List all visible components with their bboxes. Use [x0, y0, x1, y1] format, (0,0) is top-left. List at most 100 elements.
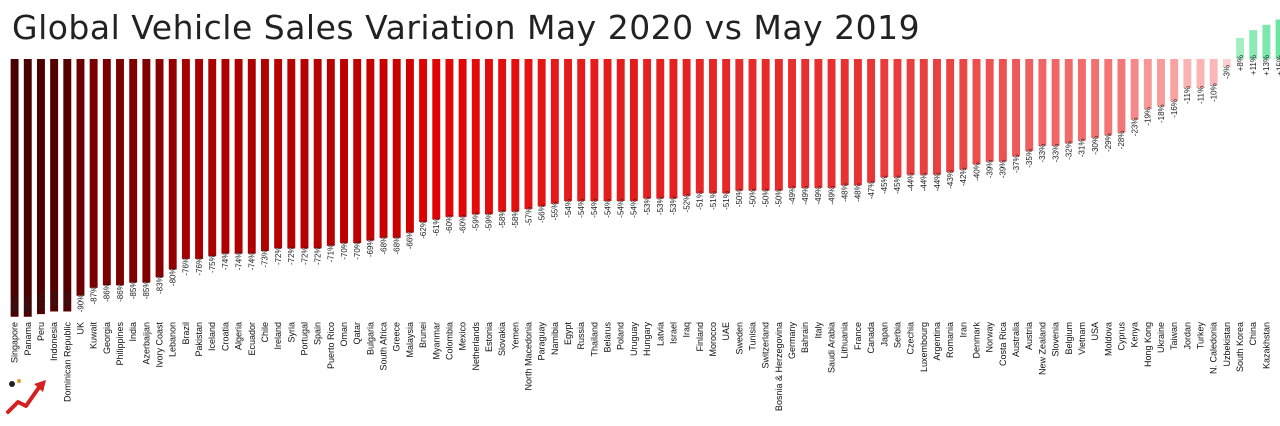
category-label: Ecuador — [247, 322, 257, 356]
bar — [485, 59, 493, 215]
bar — [682, 59, 691, 196]
bar — [10, 59, 19, 317]
category-label: Colombia — [444, 322, 454, 360]
value-label: -98% — [24, 296, 33, 315]
bar — [1157, 59, 1165, 107]
category-label: Australia — [1011, 322, 1021, 357]
category-label: Paraguay — [537, 322, 547, 361]
category-label: Romania — [945, 322, 955, 358]
value-label: -40% — [972, 162, 981, 181]
bar — [669, 59, 678, 199]
value-label: -53% — [669, 196, 678, 215]
value-label: -96% — [50, 291, 59, 310]
bar — [366, 59, 375, 241]
category-label: UK — [75, 322, 85, 335]
value-label: +8% — [1236, 55, 1245, 71]
brand-logo-icon — [5, 373, 51, 417]
category-label: France — [853, 322, 863, 350]
value-label: -85% — [142, 281, 151, 300]
category-label: N. Caledonia — [1209, 322, 1219, 374]
value-label: -33% — [1038, 144, 1047, 163]
value-label: -58% — [511, 210, 520, 229]
value-label: +15% — [1275, 55, 1280, 76]
bar — [405, 59, 414, 233]
category-label: Slovenia — [1051, 322, 1061, 357]
bar — [300, 59, 309, 249]
bar — [498, 59, 507, 212]
category-label: Azerbaijan — [141, 322, 151, 365]
bar — [76, 59, 85, 296]
value-label: -47% — [867, 181, 876, 200]
category-label: Jordan — [1182, 322, 1192, 350]
bar — [893, 59, 902, 178]
category-labels-layer: Singapore Panama Peru Indonesia Dominican Re… — [10, 322, 1272, 412]
value-label: -3% — [1223, 65, 1232, 79]
value-label: -61% — [432, 217, 441, 236]
value-label: -85% — [129, 281, 138, 300]
category-label: Yemen — [510, 322, 520, 350]
category-label: Qatar — [352, 322, 362, 345]
bar — [748, 59, 757, 191]
bar — [379, 59, 388, 238]
value-label: -68% — [393, 236, 402, 255]
value-label: -66% — [406, 231, 415, 250]
category-label: Mexico — [458, 322, 468, 351]
bar — [102, 59, 111, 286]
category-label: Namibia — [550, 322, 560, 355]
bar — [116, 59, 124, 286]
value-label: -56% — [537, 204, 546, 223]
category-label: Oman — [339, 322, 349, 347]
bar — [919, 59, 928, 175]
value-label: -60% — [445, 215, 454, 234]
value-label: -39% — [999, 160, 1008, 179]
value-labels-layer: -98% -98% -97% -96% -96% -90% -87% -86% -86% -85%… — [10, 55, 1280, 315]
value-label: -71% — [327, 244, 336, 263]
value-label: -87% — [89, 286, 98, 305]
category-label: Bulgaria — [365, 322, 375, 355]
category-label: Hungary — [642, 322, 652, 357]
value-label: -11% — [1183, 86, 1192, 104]
bar — [709, 59, 717, 194]
value-label: -44% — [920, 173, 929, 192]
value-label: -54% — [630, 199, 639, 218]
value-label: -98% — [10, 296, 19, 315]
category-label: Philippines — [115, 322, 125, 366]
bar — [1209, 59, 1218, 86]
value-label: -42% — [959, 167, 968, 186]
value-label: -11% — [1196, 86, 1205, 104]
category-label: Uruguay — [629, 322, 639, 357]
category-label: Lebanon — [168, 322, 178, 357]
bar — [998, 59, 1007, 162]
value-label: -49% — [788, 186, 797, 205]
bar — [1222, 59, 1231, 67]
value-label: -60% — [458, 215, 467, 234]
category-label: Kuwait — [89, 322, 99, 350]
value-label: -51% — [722, 191, 731, 210]
value-label: -18% — [1157, 104, 1166, 123]
bar — [208, 59, 217, 257]
bar — [1051, 59, 1060, 146]
category-label: New Zealand — [1037, 322, 1047, 375]
bar — [181, 59, 190, 259]
value-label: -19% — [1144, 107, 1153, 126]
category-label: Taiwan — [1169, 322, 1179, 350]
value-label: -49% — [827, 186, 836, 205]
value-label: -54% — [617, 199, 626, 218]
bar — [458, 59, 467, 217]
bar — [590, 59, 599, 202]
category-label: Peru — [36, 322, 46, 341]
category-label: Canada — [866, 322, 876, 354]
bar — [1025, 59, 1034, 152]
category-label: Austria — [1024, 322, 1034, 350]
category-label: Malaysia — [405, 322, 415, 358]
value-label: -44% — [933, 173, 942, 192]
value-label: -31% — [1078, 139, 1087, 158]
category-label: Kenya — [1130, 322, 1140, 348]
category-label: Puerto Rico — [326, 322, 336, 369]
value-label: -62% — [419, 220, 428, 239]
category-label: Brazil — [181, 322, 191, 345]
value-label: -54% — [603, 199, 612, 218]
bar — [1064, 59, 1073, 144]
bar — [643, 59, 652, 199]
value-label: -48% — [854, 183, 863, 202]
